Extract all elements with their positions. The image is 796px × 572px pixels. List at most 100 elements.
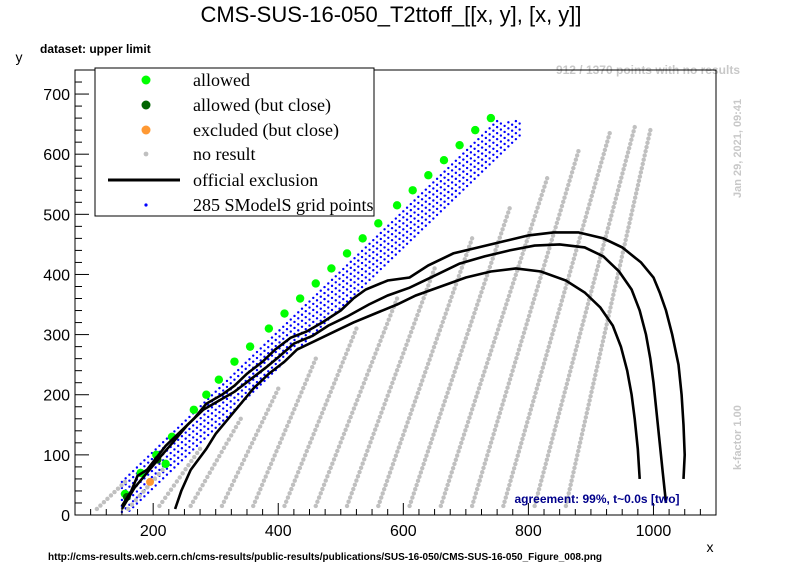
no-result-point [233, 474, 239, 479]
grid-point [480, 146, 484, 149]
no-result-point [604, 230, 610, 235]
no-result-point [411, 403, 416, 408]
grid-point [368, 266, 371, 270]
no-result-point [345, 347, 351, 352]
no-result-point [379, 495, 384, 500]
grid-point [465, 160, 469, 164]
exclusion-lines [120, 231, 687, 510]
no-result-point [469, 236, 475, 241]
grid-point [330, 302, 334, 306]
no-result-point [483, 365, 489, 370]
grid-point [146, 461, 150, 464]
grid-point [364, 252, 367, 255]
no-result-point [549, 440, 554, 446]
no-result-point [302, 453, 308, 458]
grid-point [488, 127, 491, 130]
no-result-point [572, 252, 578, 257]
no-result-point [543, 461, 548, 467]
no-result-point [319, 410, 325, 416]
no-result-point [525, 419, 530, 425]
no-result-point [177, 475, 182, 480]
no-result-point [499, 314, 505, 320]
no-result-point [386, 474, 391, 479]
no-result-point [270, 399, 275, 404]
y-tick-label: 200 [43, 388, 70, 405]
grid-point [312, 320, 315, 324]
no-result-point [221, 499, 227, 504]
grid-point [462, 170, 465, 173]
no-result-point [520, 251, 525, 257]
no-result-point [463, 428, 468, 433]
no-result-point [457, 444, 463, 450]
grid-point [248, 388, 251, 391]
grid-point [300, 319, 304, 322]
y-tick-label: 500 [43, 207, 70, 224]
y-tick-label: 300 [43, 328, 70, 345]
no-result-point [506, 381, 512, 386]
grid-point [323, 309, 326, 313]
no-result-point [647, 132, 652, 137]
grid-point [375, 241, 379, 244]
no-result-point [197, 446, 203, 452]
no-result-point [511, 466, 517, 471]
no-result-point [383, 325, 388, 331]
no-result-point [561, 199, 566, 205]
grid-point [424, 188, 428, 191]
grid-point [413, 205, 416, 208]
no-result-point [406, 415, 412, 421]
grid-point [417, 207, 420, 211]
no-result-point [502, 393, 508, 399]
no-result-point [504, 491, 510, 496]
no-result-point [467, 323, 473, 328]
no-result-point [165, 491, 171, 496]
no-result-point [235, 470, 241, 475]
no-result-point [491, 339, 497, 345]
grid-point [413, 217, 416, 220]
no-result-point [243, 453, 249, 458]
grid-point [447, 190, 450, 194]
no-result-point [591, 280, 596, 286]
grid-point [282, 337, 285, 341]
grid-point [297, 329, 300, 332]
no-result-point [600, 339, 606, 344]
no-result-point [544, 457, 550, 462]
grid-point [282, 325, 285, 328]
no-result-point [449, 470, 454, 475]
no-result-point [475, 390, 480, 395]
allowed-point [327, 264, 336, 273]
grid-point [405, 218, 409, 221]
grid-point [480, 170, 484, 173]
no-result-point [645, 140, 650, 146]
grid-point [255, 386, 259, 390]
no-result-point [560, 294, 566, 299]
no-result-point [251, 436, 257, 442]
no-result-point [221, 445, 227, 451]
no-result-point [513, 461, 518, 467]
no-result-point [272, 394, 277, 400]
no-result-point [417, 474, 422, 479]
no-result-point [355, 397, 360, 403]
grid-point [319, 307, 322, 310]
no-result-point [540, 188, 546, 194]
no-result-point [481, 465, 486, 471]
grid-point [165, 473, 169, 476]
allowed-point [455, 140, 464, 150]
no-result-point [544, 176, 550, 181]
no-result-point [526, 415, 531, 421]
no-result-point [276, 386, 281, 391]
grid-point [304, 315, 307, 319]
no-result-point [94, 506, 100, 512]
no-result-point [563, 503, 569, 509]
grid-point [199, 429, 202, 432]
no-result-point [314, 423, 320, 428]
no-result-point [558, 302, 563, 308]
grid-point [368, 254, 371, 258]
no-result-point [557, 306, 562, 312]
y-tick-label: 0 [61, 508, 70, 525]
no-result-point [326, 469, 332, 475]
no-result-point [414, 482, 419, 488]
no-result-point [413, 487, 418, 492]
no-result-point [508, 289, 513, 294]
grid-point [364, 276, 367, 279]
grid-point [203, 401, 206, 404]
